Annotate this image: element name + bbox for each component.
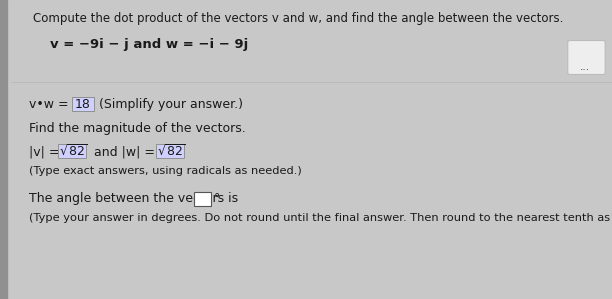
Text: 18: 18 bbox=[75, 98, 91, 111]
FancyBboxPatch shape bbox=[568, 40, 605, 74]
Text: (Simplify your answer.): (Simplify your answer.) bbox=[95, 98, 244, 111]
Text: The angle between the vectors is: The angle between the vectors is bbox=[29, 192, 242, 205]
Text: (Type your answer in degrees. Do not round until the final answer. Then round to: (Type your answer in degrees. Do not rou… bbox=[29, 213, 612, 223]
Text: ...: ... bbox=[580, 62, 590, 72]
Text: $\sqrt{82}$: $\sqrt{82}$ bbox=[59, 144, 88, 159]
FancyBboxPatch shape bbox=[58, 144, 86, 158]
Text: °.: °. bbox=[214, 192, 223, 205]
FancyBboxPatch shape bbox=[193, 192, 211, 206]
Text: Compute the dot product of the vectors v and w, and find the angle between the v: Compute the dot product of the vectors v… bbox=[32, 12, 563, 25]
FancyBboxPatch shape bbox=[72, 97, 94, 111]
FancyBboxPatch shape bbox=[156, 144, 184, 158]
Text: (Type exact answers, using radicals as needed.): (Type exact answers, using radicals as n… bbox=[29, 166, 302, 176]
Text: Find the magnitude of the vectors.: Find the magnitude of the vectors. bbox=[29, 122, 245, 135]
Text: $\sqrt{82}$: $\sqrt{82}$ bbox=[157, 144, 186, 159]
Text: v = −9i − j and w = −i − 9j: v = −9i − j and w = −i − 9j bbox=[50, 38, 248, 51]
Text: and |w| =: and |w| = bbox=[89, 145, 159, 158]
Text: v•w =: v•w = bbox=[29, 98, 72, 111]
Text: |v| =: |v| = bbox=[29, 145, 63, 158]
